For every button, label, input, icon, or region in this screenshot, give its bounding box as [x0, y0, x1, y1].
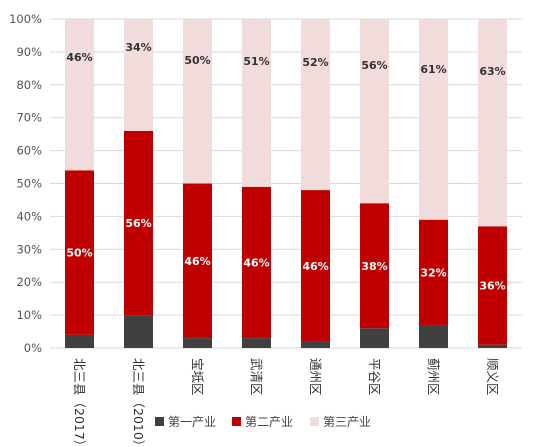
data-label: 32% — [420, 266, 446, 279]
bar-segment — [65, 170, 94, 335]
legend-label: 第一产业 — [168, 415, 216, 429]
bar-segment — [301, 19, 330, 191]
y-tick-label: 10% — [16, 308, 42, 322]
data-label: 61% — [420, 63, 446, 76]
y-tick-label: 30% — [16, 242, 42, 256]
data-label: 56% — [125, 217, 151, 230]
y-tick-label: 0% — [24, 341, 42, 355]
bar-segment — [360, 19, 389, 204]
data-label: 50% — [184, 54, 210, 67]
data-label: 46% — [302, 260, 328, 273]
bar-segment — [419, 324, 448, 348]
x-axis: 北三县（2017） 北三县（2010） 宝坻区 武清区 通州区 平谷区 蓟州区 顺义区 — [72, 358, 500, 447]
data-label: 46% — [243, 256, 269, 269]
bar-segment — [124, 315, 153, 348]
data-label: 46% — [66, 51, 92, 64]
x-tick-label: 顺义区 — [485, 358, 500, 396]
x-tick-label: 蓟州区 — [426, 358, 441, 396]
bar-segment — [183, 19, 212, 184]
data-label: 36% — [479, 279, 505, 292]
bar-segment — [360, 328, 389, 348]
x-tick-label: 北三县（2017） — [72, 358, 87, 447]
y-tick-label: 100% — [9, 12, 42, 26]
y-tick-label: 70% — [16, 111, 42, 125]
bar-segment — [419, 219, 448, 325]
bar-segment — [301, 190, 330, 342]
x-tick-label: 平谷区 — [367, 358, 382, 396]
legend-label: 第二产业 — [245, 415, 293, 429]
legend-swatch — [155, 417, 164, 426]
data-label: 51% — [243, 55, 269, 68]
bars — [65, 19, 507, 348]
y-axis: 0% 10% 20% 30% 40% 50% 60% 70% 80% 90% 100% — [9, 12, 42, 355]
bar-segment — [419, 19, 448, 220]
bar-segment — [242, 186, 271, 339]
data-label: 38% — [361, 260, 387, 273]
bar-segment — [301, 341, 330, 348]
bar-segment — [242, 19, 271, 187]
y-tick-label: 60% — [16, 144, 42, 158]
y-tick-label: 80% — [16, 78, 42, 92]
legend-label: 第三产业 — [323, 415, 371, 429]
x-tick-label: 宝坻区 — [190, 358, 205, 396]
gridlines — [50, 18, 522, 349]
data-label: 63% — [479, 65, 505, 78]
y-tick-label: 40% — [16, 209, 42, 223]
y-tick-label: 50% — [16, 177, 42, 191]
x-tick-label: 武清区 — [249, 358, 264, 396]
bar-segment — [478, 344, 507, 348]
x-tick-label: 通州区 — [308, 358, 323, 396]
y-tick-label: 90% — [16, 45, 42, 59]
legend-swatch — [310, 417, 319, 426]
bar-segment — [183, 338, 212, 348]
bar-segment — [124, 19, 153, 131]
data-label: 34% — [125, 41, 151, 54]
bar-segment — [478, 226, 507, 345]
data-labels: 50% 46% 56% 34% 46% 50% 46% 51% 46% 52% 38% 56% 32% 6… — [66, 41, 505, 293]
x-tick-label: 北三县（2010） — [131, 358, 146, 447]
data-label: 52% — [302, 56, 328, 69]
data-label: 46% — [184, 255, 210, 268]
bar-segment — [242, 338, 271, 348]
bar-segment — [478, 19, 507, 227]
bar-segment — [65, 19, 94, 171]
legend: 第一产业 第二产业 第三产业 — [155, 415, 371, 429]
bar-segment — [124, 130, 153, 316]
legend-swatch — [232, 417, 241, 426]
data-label: 56% — [361, 59, 387, 72]
data-label: 50% — [66, 247, 92, 260]
bar-segment — [65, 334, 94, 348]
bar-segment — [360, 203, 389, 329]
bar-segment — [183, 183, 212, 339]
y-tick-label: 20% — [16, 275, 42, 289]
